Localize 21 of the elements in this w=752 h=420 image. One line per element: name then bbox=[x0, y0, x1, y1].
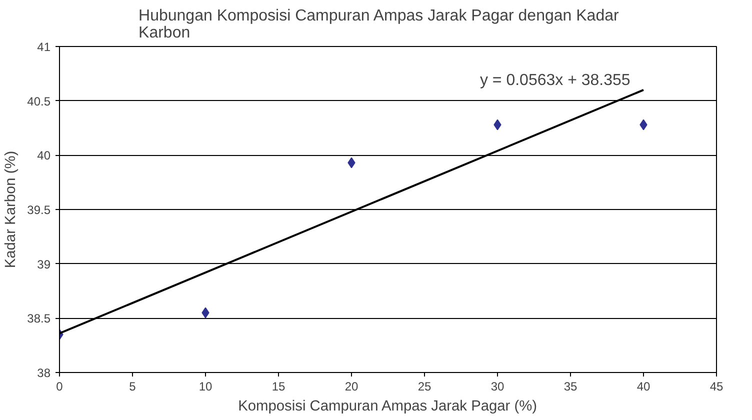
y-tick-label: 38 bbox=[37, 366, 51, 380]
y-tick-label: 40.5 bbox=[27, 94, 51, 108]
x-tick-label: 45 bbox=[710, 380, 724, 394]
y-axis-title: Kadar Karbon (%) bbox=[3, 150, 20, 268]
y-tick-label: 39 bbox=[37, 257, 51, 272]
x-tick-label: 25 bbox=[418, 380, 432, 394]
y-tick-label: 40 bbox=[37, 148, 51, 163]
x-tick-label: 20 bbox=[344, 380, 358, 394]
annotation: y = 0.0563x + 38.355 bbox=[480, 72, 630, 89]
x-tick-label: 35 bbox=[564, 380, 578, 394]
x-tick-label: 10 bbox=[198, 380, 212, 394]
x-tick-label: 15 bbox=[272, 380, 286, 394]
chart-title: Hubungan Komposisi Campuran Ampas Jarak Pagar dengan Kadar Karbon bbox=[138, 8, 620, 42]
x-tick-label: 0 bbox=[56, 380, 64, 394]
y-tick-label: 41 bbox=[37, 40, 51, 54]
x-axis-title: Komposisi Campuran Ampas Jarak Pagar (%) bbox=[238, 398, 538, 414]
x-tick-label: 40 bbox=[636, 380, 650, 394]
x-tick-label: 5 bbox=[129, 380, 136, 394]
y-tick-label: 39.5 bbox=[27, 203, 51, 217]
y-tick-label: 38.5 bbox=[27, 312, 51, 326]
x-tick-label: 30 bbox=[490, 380, 504, 394]
